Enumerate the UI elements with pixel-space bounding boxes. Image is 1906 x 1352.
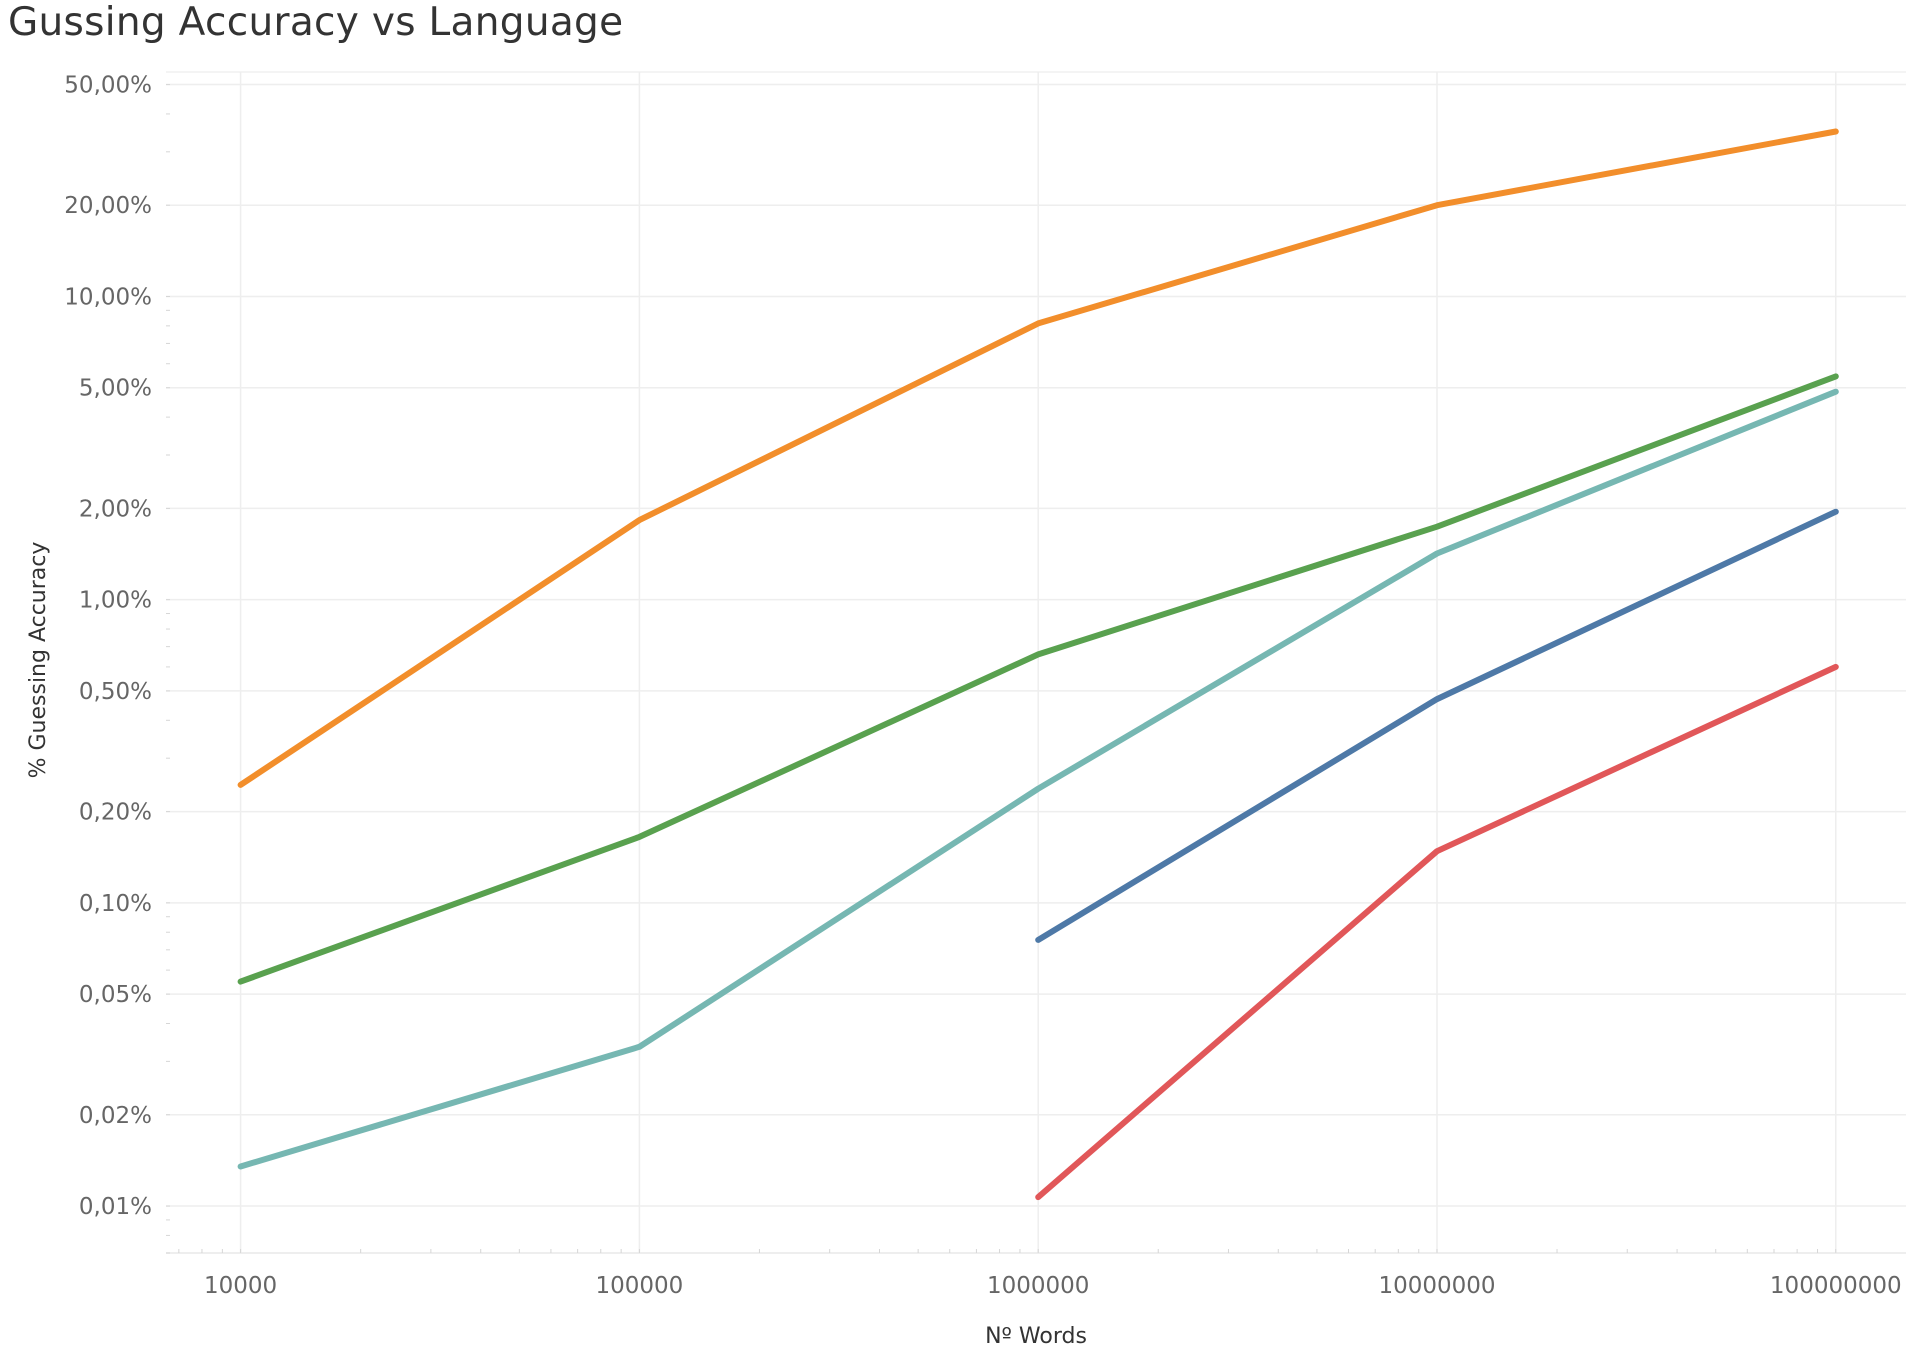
y-tick-label: 2,00% [79, 496, 152, 522]
axes: 0,01% 0,02% 0,05% 0,10% 0,20% 0,50% 1,00% 2,00%… [64, 73, 1901, 1299]
y-tick-label: 10,00% [64, 284, 152, 310]
series-lines [237, 128, 1839, 1201]
x-axis-title: Nº Words [985, 1324, 1087, 1349]
x-tick-label: 100000 [595, 1273, 683, 1299]
y-tick-label: 1,00% [79, 588, 152, 614]
y-tick-label: 20,00% [64, 193, 152, 219]
y-tick-label: 0,02% [79, 1103, 152, 1129]
chart-title: Gussing Accuracy vs Language [8, 0, 624, 45]
x-tick-label: 1000000 [987, 1273, 1089, 1299]
series-line-1 [237, 128, 1839, 788]
y-axis-title: % Guessing Accuracy [26, 542, 51, 779]
gridlines [166, 71, 1906, 1254]
y-tick-label: 0,50% [79, 679, 152, 705]
series-line-5 [1035, 663, 1839, 1201]
x-tick-label: 10000000 [1378, 1273, 1495, 1299]
y-tick-label: 5,00% [79, 376, 152, 402]
series-line-2 [237, 373, 1839, 985]
y-tick-label: 0,01% [79, 1194, 152, 1220]
series-line-3 [237, 388, 1839, 1170]
y-tick-label: 0,05% [79, 982, 152, 1008]
series-line-4 [1035, 508, 1839, 943]
y-tick-label: 0,10% [79, 891, 152, 917]
y-tick-label: 0,20% [79, 800, 152, 826]
x-tick-label: 10000 [204, 1273, 277, 1299]
y-tick-label: 50,00% [64, 73, 152, 99]
x-tick-label: 100000000 [1770, 1273, 1902, 1299]
